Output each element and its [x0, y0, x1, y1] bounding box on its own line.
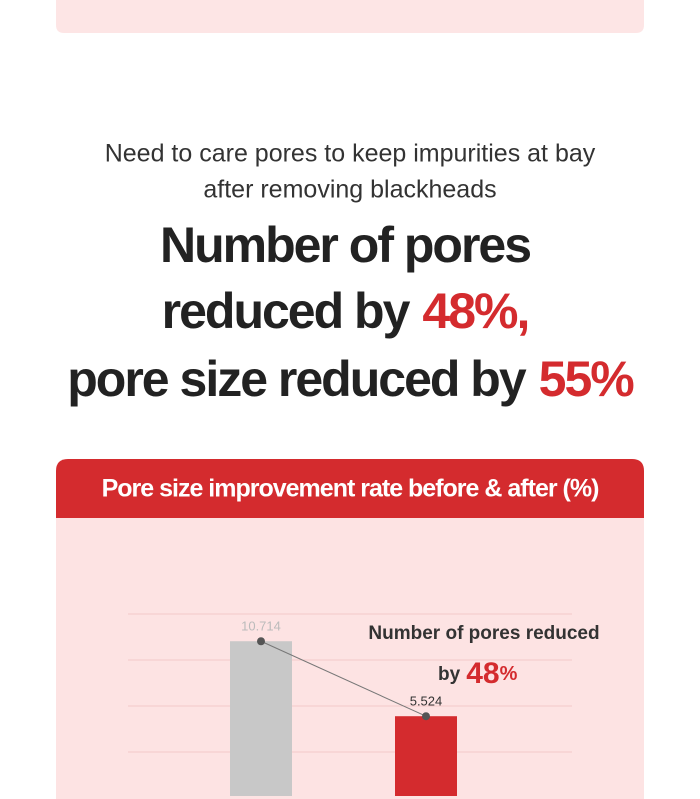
- headline-text: pore size reduced by: [67, 351, 527, 407]
- headline-highlight: 55%: [539, 351, 635, 407]
- annotation-line: Number of pores reduced: [368, 623, 599, 644]
- grid: [128, 613, 572, 753]
- point: [257, 637, 265, 646]
- headline-line: pore size reduced by 55%: [67, 351, 634, 407]
- annotation-unit: %: [500, 663, 518, 685]
- point: [422, 712, 430, 721]
- annotation-value: 48: [466, 657, 499, 690]
- value-label: 10.714: [241, 619, 281, 634]
- chart-header: [56, 459, 644, 518]
- bar: [230, 641, 292, 796]
- headline-text: reduced by: [162, 283, 411, 339]
- value-label: 5.524: [410, 694, 443, 709]
- headline-line: reduced by 48%,: [162, 283, 529, 339]
- bar: [395, 716, 457, 796]
- annotation-line: by 48%: [438, 657, 518, 690]
- chart-title: Pore size improvement rate before & afte…: [102, 475, 599, 503]
- headline-line: Number of pores: [160, 217, 530, 273]
- bars: 10.714 5.524: [230, 619, 457, 796]
- annotation-text: by: [438, 664, 461, 685]
- trend-line: [260, 640, 427, 717]
- intro-line: after removing blackheads: [203, 176, 496, 204]
- headline-highlight: 48%,: [422, 283, 528, 339]
- top-panel: [56, 0, 644, 33]
- chart-card: [56, 459, 644, 799]
- intro-line: Need to care pores to keep impurities at…: [105, 140, 596, 168]
